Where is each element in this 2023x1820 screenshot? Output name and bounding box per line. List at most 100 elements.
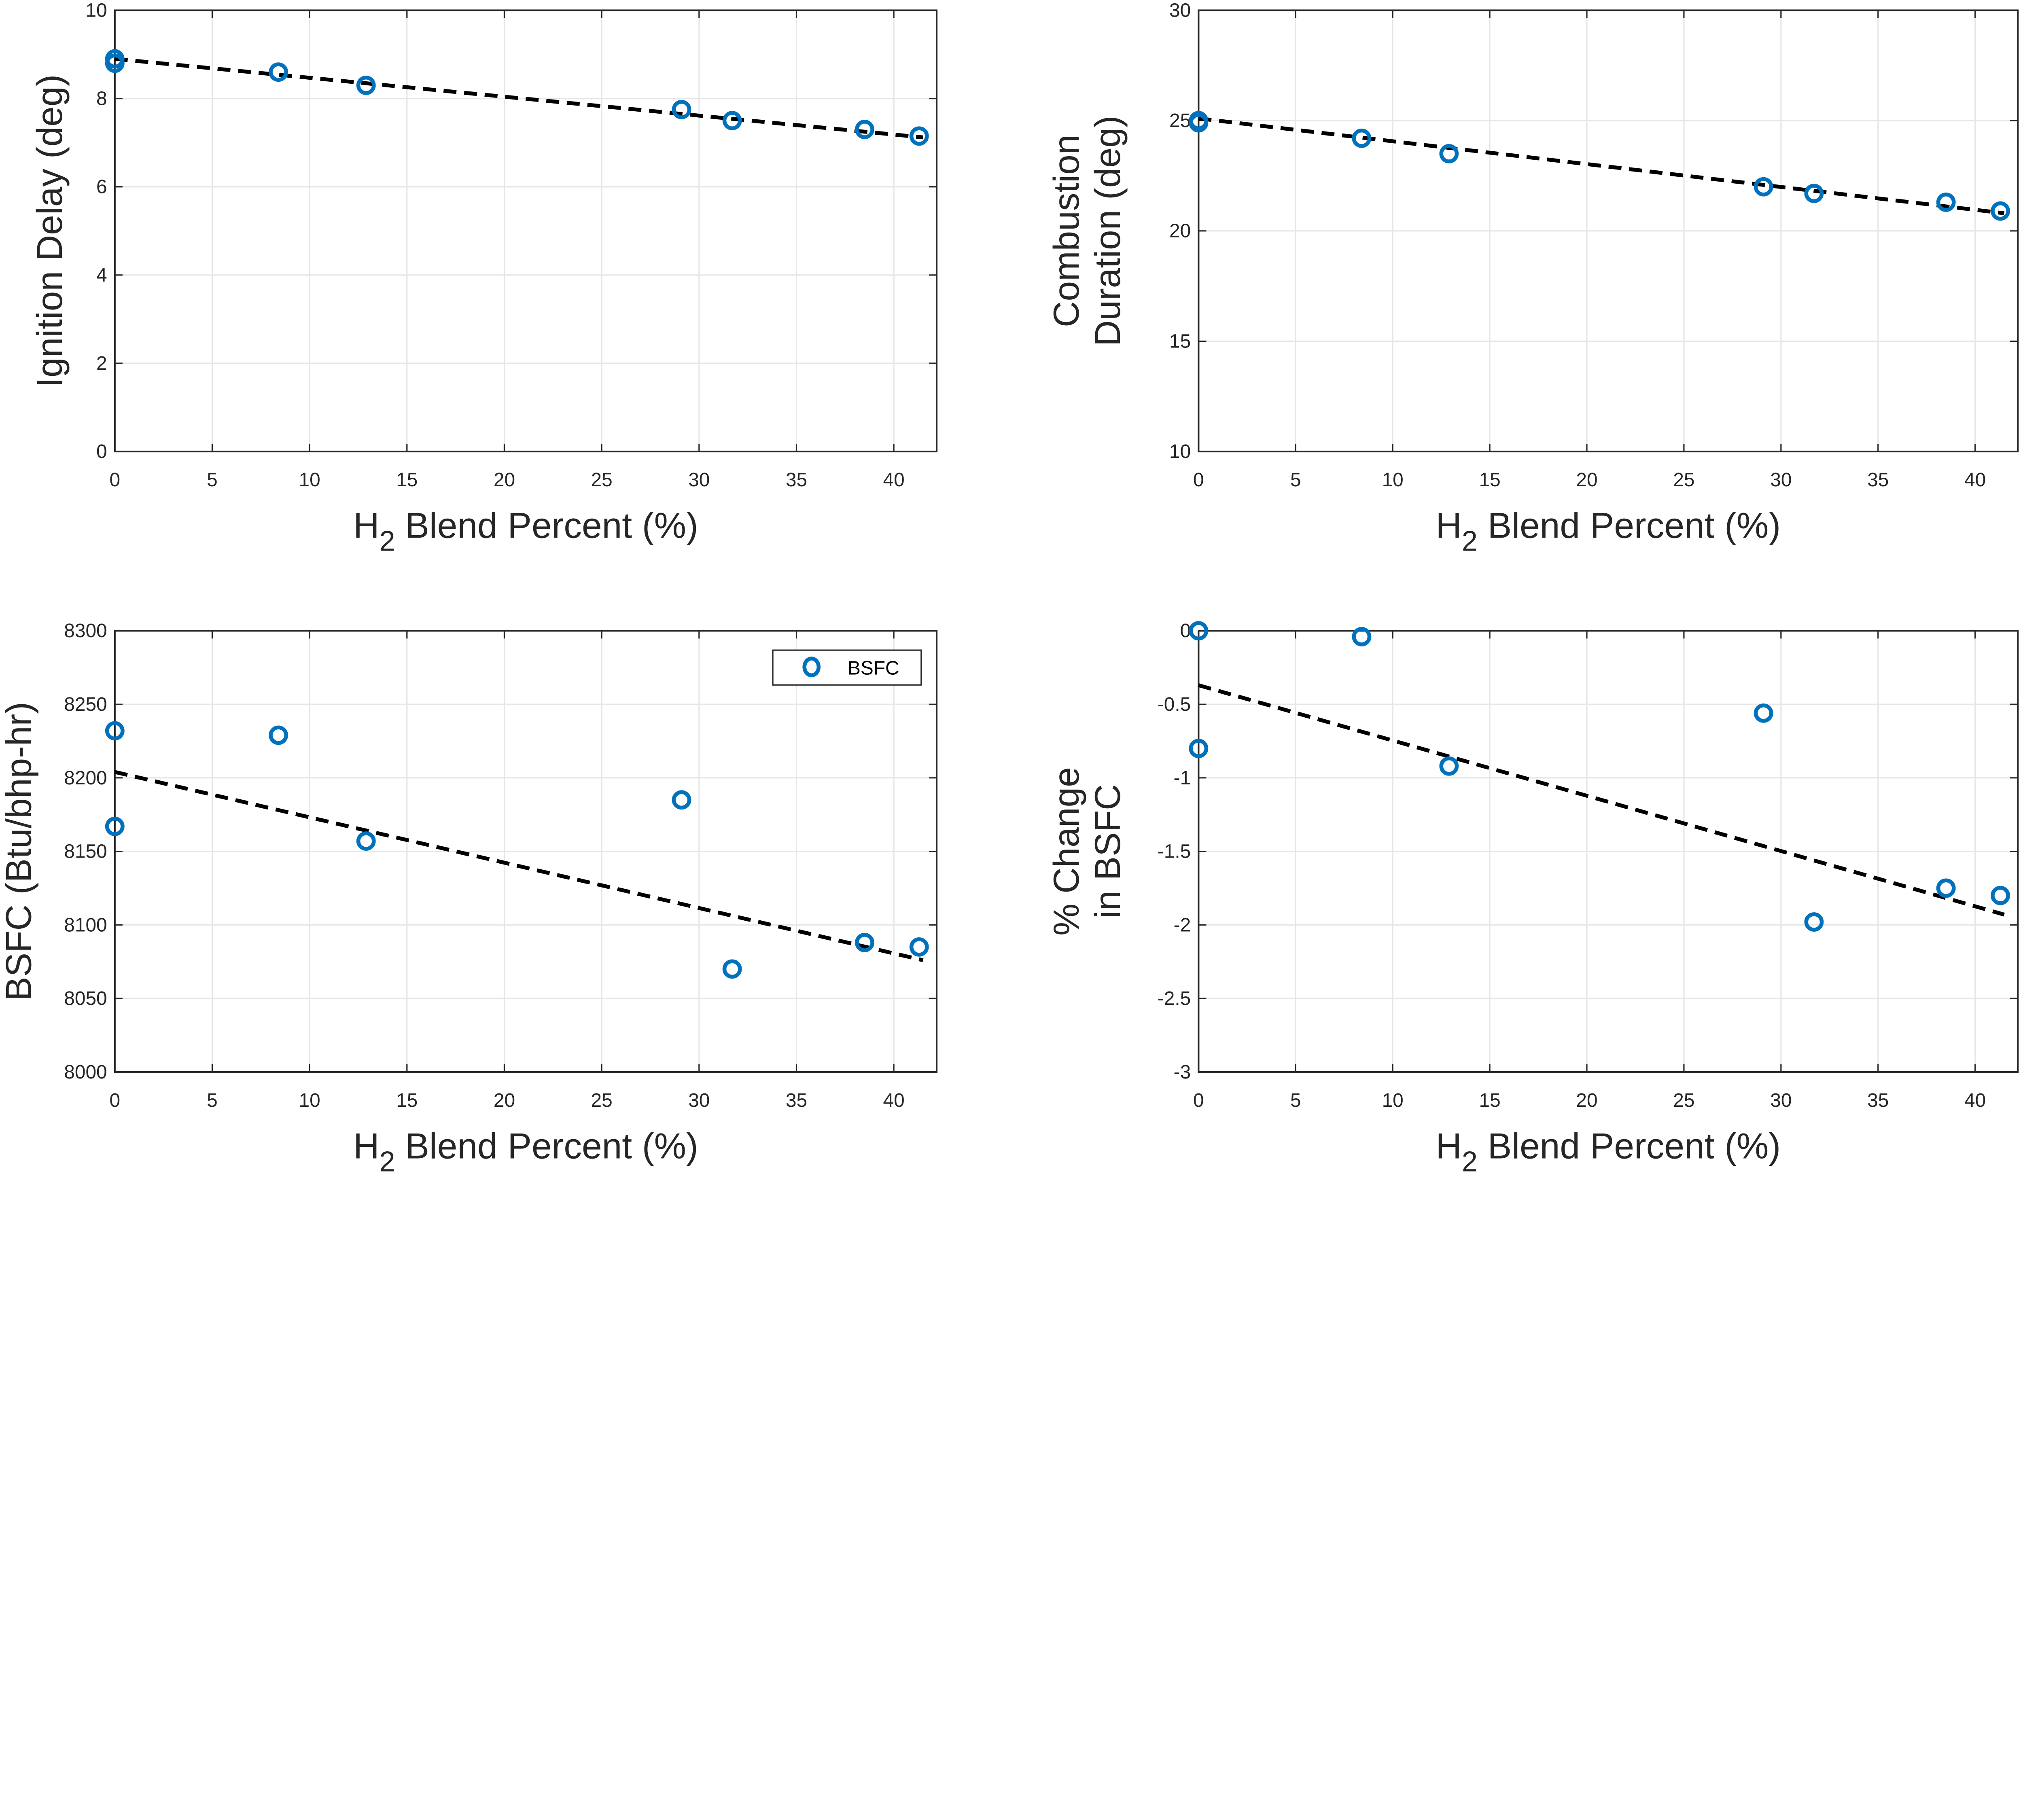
data-point — [1439, 144, 1459, 163]
data-point — [1352, 627, 1372, 646]
x-tick-label: 20 — [494, 1090, 515, 1111]
legend: BSFC — [772, 649, 922, 686]
x-tick-label: 30 — [688, 469, 710, 491]
y-tick-label: -3 — [1174, 1061, 1191, 1083]
x-tick-label: 15 — [1479, 469, 1500, 491]
y-tick-label: 0 — [96, 441, 107, 462]
axes-box — [1198, 9, 2019, 453]
y-tick-label: 8 — [96, 88, 107, 110]
trend-line — [1198, 683, 2005, 917]
x-tick-label: 40 — [1964, 469, 1986, 491]
x-tick-label: 25 — [591, 469, 613, 491]
data-point — [1439, 756, 1459, 776]
y-tick-label: 8300 — [64, 620, 107, 642]
x-tick-label: 0 — [1193, 469, 1204, 491]
x-tick-label: 30 — [688, 1090, 710, 1111]
data-point — [1804, 912, 1824, 932]
x-axis-label-rest: Blend Percent (%) — [1478, 505, 1781, 546]
x-tick-label: 40 — [883, 1090, 905, 1111]
data-point — [105, 816, 125, 836]
y-axis-label: Ignition Delay (deg) — [29, 74, 70, 388]
x-tick-label: 35 — [786, 1090, 807, 1111]
legend-box — [772, 649, 922, 686]
x-tick-label: 30 — [1770, 469, 1792, 491]
x-axis-label: H2 Blend Percent (%) — [1436, 1126, 1781, 1178]
data-point — [269, 62, 288, 82]
y-tick-label: -2 — [1174, 914, 1191, 936]
x-tick-label: 40 — [883, 469, 905, 491]
y-axis-label: BSFC (Btu/bhp-hr) — [0, 702, 39, 1001]
y-tick-label: 10 — [85, 0, 107, 21]
x-tick-label: 30 — [1770, 1090, 1792, 1111]
x-axis-label: H2 Blend Percent (%) — [1436, 505, 1781, 557]
x-tick-label: 15 — [396, 1090, 418, 1111]
axes-box — [1198, 630, 2019, 1073]
x-axis-label-subscript: 2 — [380, 525, 395, 557]
data-point — [1189, 739, 1209, 759]
y-tick-label: 2 — [96, 353, 107, 374]
data-point — [909, 126, 929, 146]
x-axis-label-rest: Blend Percent (%) — [395, 505, 698, 546]
y-axis-label: in BSFC — [1087, 784, 1128, 918]
data-point — [356, 75, 376, 95]
subplot-2: 0 5 10 15 20 25 30 35 40 10 15 20 25 30 H2 Blend Perce… — [1046, 0, 2019, 557]
x-tick-label: 0 — [109, 1090, 120, 1111]
x-tick-label: 20 — [1576, 469, 1597, 491]
x-tick-label: 0 — [1193, 1090, 1204, 1111]
trend-line — [114, 770, 924, 962]
data-point — [1804, 184, 1824, 203]
y-axis-label: Combustion — [1046, 135, 1086, 327]
legend-marker-icon — [802, 657, 821, 678]
x-tick-label: 25 — [1673, 469, 1694, 491]
data-point — [855, 120, 874, 139]
x-axis-label-rest: Blend Percent (%) — [1478, 1126, 1781, 1166]
legend-label: BSFC — [848, 658, 899, 679]
plot-area — [115, 10, 937, 452]
data-point — [909, 937, 929, 957]
x-axis-label-main: H — [353, 1126, 379, 1166]
data-point — [105, 53, 125, 73]
y-tick-label: 4 — [96, 265, 107, 286]
y-tick-label: -0.5 — [1158, 694, 1191, 715]
x-tick-label: 25 — [591, 1090, 613, 1111]
x-axis-label-subscript: 2 — [1462, 1145, 1478, 1177]
data-point — [672, 100, 691, 119]
data-point — [722, 111, 742, 131]
y-tick-label: 20 — [1169, 220, 1191, 242]
data-point — [1189, 113, 1209, 133]
y-tick-label: -1 — [1174, 767, 1191, 789]
x-tick-label: 10 — [1382, 1090, 1404, 1111]
x-tick-label: 35 — [1867, 469, 1889, 491]
y-tick-label: 8050 — [64, 988, 107, 1009]
x-tick-label: 5 — [207, 1090, 218, 1111]
data-point — [356, 831, 376, 851]
data-point — [855, 933, 874, 952]
data-point — [1936, 878, 1956, 898]
data-point — [105, 721, 125, 741]
x-tick-label: 25 — [1673, 1090, 1694, 1111]
x-axis-label: H2 Blend Percent (%) — [353, 505, 698, 557]
trend-line — [1198, 116, 2005, 215]
x-axis-label-rest: Blend Percent (%) — [395, 1126, 698, 1166]
y-tick-label: 8000 — [64, 1061, 107, 1083]
x-axis-label-main: H — [1436, 505, 1461, 546]
x-axis-label-main: H — [353, 505, 379, 546]
y-tick-label: 15 — [1169, 331, 1191, 352]
trend-line — [115, 57, 923, 140]
x-tick-label: 10 — [299, 1090, 320, 1111]
y-tick-label: 30 — [1169, 0, 1191, 21]
x-axis-label-main: H — [1436, 1126, 1461, 1166]
axes-box — [114, 9, 938, 453]
x-tick-label: 35 — [1867, 1090, 1889, 1111]
y-tick-label: 8250 — [64, 694, 107, 715]
x-axis-label: H2 Blend Percent (%) — [353, 1126, 698, 1178]
y-tick-label: 8200 — [64, 767, 107, 789]
x-tick-label: 40 — [1964, 1090, 1986, 1111]
data-point — [672, 790, 691, 810]
x-tick-label: 20 — [1576, 1090, 1597, 1111]
y-tick-label: 6 — [96, 176, 107, 198]
x-tick-label: 15 — [396, 469, 418, 491]
x-tick-label: 5 — [207, 469, 218, 491]
